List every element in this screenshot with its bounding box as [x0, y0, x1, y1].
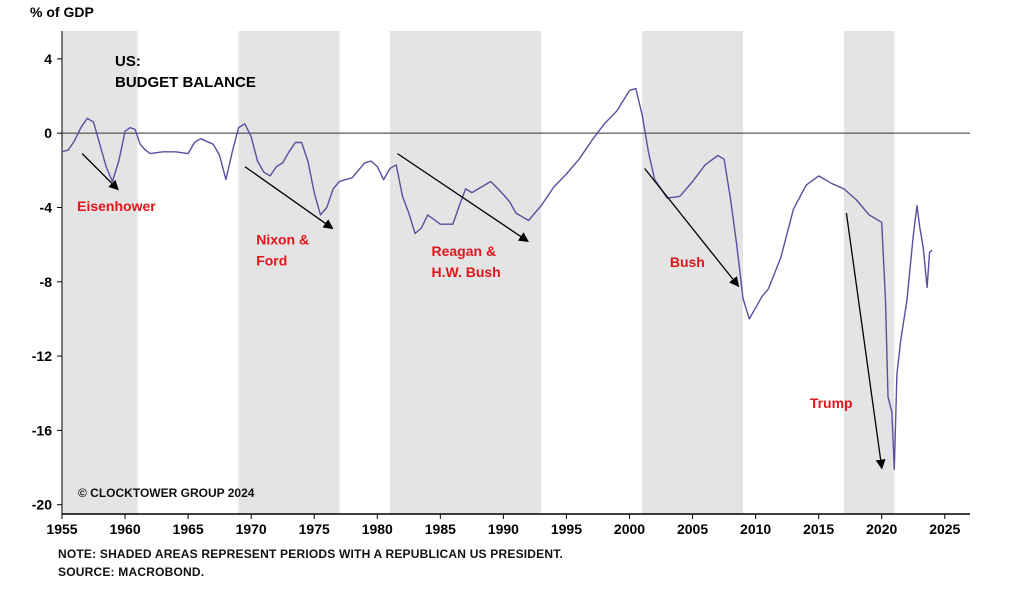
y-tick-label: -16: [32, 422, 52, 438]
shaded-period-2: [389, 31, 542, 514]
series-line-0: [61, 87, 933, 471]
x-tick-label: 1990: [488, 521, 519, 537]
annotation-arrow: [81, 153, 119, 191]
shaded-period-1: [238, 31, 340, 514]
y-tick-label: -4: [40, 199, 53, 215]
x-tick-label: 2005: [677, 521, 708, 537]
x-tick-label: 1995: [551, 521, 582, 537]
budget-balance-chart: 4 0 -4 -8 -12 -16 -20 1955 1960 1965 1970 1975 1980 1…: [30, 4, 970, 537]
annotation-label: Eisenhower: [77, 198, 156, 214]
annotation-label: Reagan & H.W. Bush: [432, 243, 501, 280]
x-tick-label: 2015: [803, 521, 834, 537]
x-tick-label: 2000: [614, 521, 645, 537]
annotation-arrow: [644, 168, 740, 288]
x-tick-label: 1975: [299, 521, 330, 537]
annotation-label: Bush: [670, 254, 705, 270]
x-tick-label: 2025: [929, 521, 960, 537]
x-tick-label: 1980: [362, 521, 393, 537]
annotation-arrow: [397, 153, 530, 243]
x-tick-label: 1970: [236, 521, 267, 537]
y-tick-label: -8: [40, 274, 53, 290]
footer-note: NOTE: SHADED AREAS REPRESENT PERIODS WIT…: [58, 547, 563, 561]
annotation-label: Trump: [810, 395, 853, 411]
x-tick-label: 1955: [46, 521, 77, 537]
footer-source: SOURCE: MACROBOND.: [58, 565, 205, 579]
annotation-label: Nixon & Ford: [256, 232, 309, 269]
chart-title: US:: [115, 53, 141, 70]
shaded-period-0: [62, 31, 138, 514]
shaded-period-3: [642, 31, 743, 514]
y-tick-label: -12: [32, 348, 52, 364]
chart-subtitle: BUDGET BALANCE: [115, 74, 256, 91]
shaded-period-4: [843, 31, 895, 514]
x-tick-label: 1965: [173, 521, 204, 537]
annotation-arrow: [244, 166, 334, 230]
x-tick-label: 1960: [109, 521, 140, 537]
y-tick-label: -20: [32, 497, 52, 513]
annotation-arrow: [845, 212, 886, 470]
y-tick-label: 4: [44, 51, 52, 67]
watermark: © CLOCKTOWER GROUP 2024: [78, 486, 255, 500]
y-tick-label: 0: [44, 125, 52, 141]
x-tick-label: 1985: [425, 521, 456, 537]
x-tick-label: 2020: [866, 521, 897, 537]
x-tick-label: 2010: [740, 521, 771, 537]
y-axis-label: % of GDP: [30, 4, 94, 20]
